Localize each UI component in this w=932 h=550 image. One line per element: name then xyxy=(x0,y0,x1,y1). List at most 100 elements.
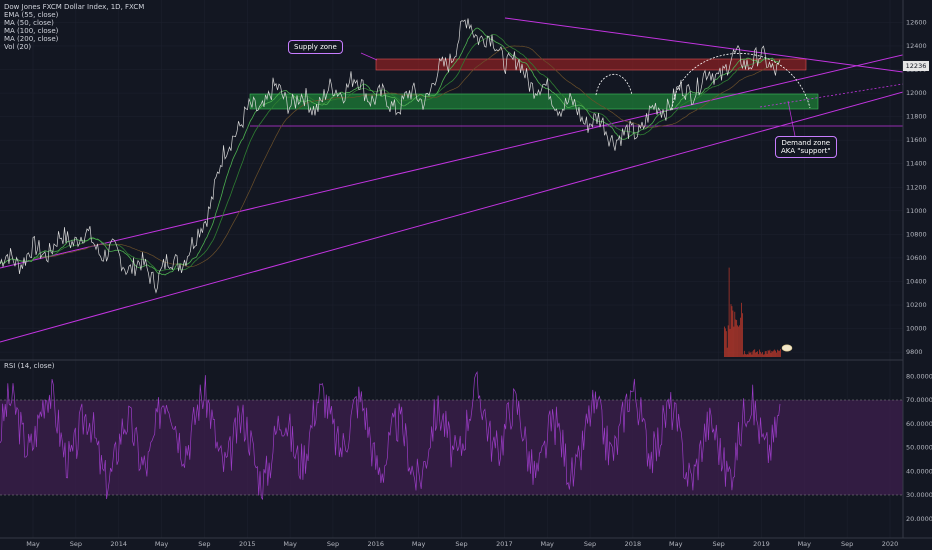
ma-200-line xyxy=(0,45,781,268)
demand-pointer xyxy=(787,100,796,137)
legend-title: Dow Jones FXCM Dollar Index, 1D, FXCM xyxy=(4,3,145,11)
arc-small xyxy=(595,73,633,96)
price-axis[interactable]: 9800 10000 10200 10400 10600 10800 11000 11200 1… xyxy=(906,18,927,356)
volume-bar xyxy=(759,349,760,357)
time-tick: Sep xyxy=(841,540,853,548)
time-tick: May xyxy=(283,540,297,548)
volume-bar xyxy=(756,351,757,357)
volume-bar xyxy=(745,354,747,357)
volume-bar xyxy=(754,349,756,357)
volume-bar xyxy=(725,331,727,357)
volume-bars xyxy=(724,267,781,357)
price-tick: 10000 xyxy=(906,325,927,333)
volume-bar xyxy=(762,352,763,357)
rsi-axis[interactable]: 80.0000 70.0000 60.0000 50.0000 40.0000 30.00… xyxy=(906,372,932,523)
volume-bar xyxy=(757,351,758,357)
price-tick: 11000 xyxy=(906,207,927,215)
volume-bar xyxy=(738,326,739,357)
volume-bar xyxy=(731,306,733,357)
volume-bar xyxy=(727,325,729,357)
volume-bar xyxy=(734,311,736,357)
top-resistance-line xyxy=(504,17,903,73)
dotted-projection-line xyxy=(759,83,903,108)
time-tick: May xyxy=(669,540,683,548)
volume-bar xyxy=(772,351,774,357)
supply-zone xyxy=(375,58,807,71)
volume-bar xyxy=(765,351,767,357)
time-tick: May xyxy=(540,540,554,548)
legend-ma50: MA (50, close) xyxy=(4,19,54,27)
time-tick: May xyxy=(155,540,169,548)
time-tick: 2019 xyxy=(753,540,770,548)
volume-bar xyxy=(751,354,753,357)
volume-bar xyxy=(762,354,764,357)
time-tick: 2020 xyxy=(882,540,899,548)
legend-ma200: MA (200, close) xyxy=(4,35,59,43)
volume-bar xyxy=(768,350,770,357)
arc-large xyxy=(671,53,811,111)
volume-bar xyxy=(767,350,769,357)
volume-bar xyxy=(728,267,730,357)
volume-cursor-icon xyxy=(781,344,793,352)
price-tick: 11800 xyxy=(906,113,927,121)
price-tick: 12000 xyxy=(906,89,927,97)
price-tick: 10600 xyxy=(906,254,927,262)
rsi-tick: 30.0000 xyxy=(906,491,932,499)
rsi-tick: 80.0000 xyxy=(906,372,932,380)
volume-bar xyxy=(729,328,731,357)
volume-bar xyxy=(753,349,755,357)
time-tick: 2015 xyxy=(239,540,256,548)
time-tick: Sep xyxy=(327,540,339,548)
time-tick: May xyxy=(412,540,426,548)
volume-bar xyxy=(733,326,735,357)
volume-bar xyxy=(752,351,754,357)
volume-bar xyxy=(780,349,781,357)
price-tick: 10200 xyxy=(906,301,927,309)
volume-bar xyxy=(726,347,728,357)
volume-bar xyxy=(736,320,738,357)
demand-zone-line1: Demand zone xyxy=(781,139,831,147)
demand-zone-line2: AKA "support" xyxy=(781,147,831,155)
price-tick: 10800 xyxy=(906,230,927,238)
legend-vol: Vol (20) xyxy=(4,43,32,51)
rsi-tick: 60.0000 xyxy=(906,420,932,428)
volume-bar xyxy=(730,304,732,357)
legend-ma100: MA (100, close) xyxy=(4,27,59,35)
rsi-tick: 40.0000 xyxy=(906,467,932,475)
time-axis[interactable]: May Sep 2014 May Sep 2015 May Sep 2016 May Sep 2017… xyxy=(26,540,898,548)
volume-bar xyxy=(763,354,765,357)
demand-zone-label: Demand zone AKA "support" xyxy=(775,136,837,158)
volume-bar xyxy=(732,310,734,357)
time-tick: May xyxy=(26,540,40,548)
volume-bar xyxy=(748,351,750,357)
upper-trendline xyxy=(0,54,903,269)
volume-bar xyxy=(749,353,751,357)
volume-bar xyxy=(742,313,743,357)
ema-55-line xyxy=(0,27,781,276)
time-tick: Sep xyxy=(584,540,596,548)
volume-bar xyxy=(735,319,737,357)
volume-bar xyxy=(775,350,776,357)
rsi-band xyxy=(0,400,903,495)
time-tick: May xyxy=(798,540,812,548)
rsi-tick: 50.0000 xyxy=(906,444,932,452)
time-tick: 2017 xyxy=(496,540,513,548)
time-tick: Sep xyxy=(198,540,210,548)
volume-bar xyxy=(739,325,740,357)
rsi-tick: 70.0000 xyxy=(906,396,932,404)
price-line xyxy=(0,18,781,294)
volume-bar xyxy=(744,353,746,357)
volume-bar xyxy=(724,328,726,357)
price-tick: 9800 xyxy=(906,348,923,356)
volume-bar xyxy=(747,354,749,357)
lower-trendline xyxy=(0,91,903,343)
volume-bar xyxy=(773,350,775,357)
time-tick: Sep xyxy=(70,540,82,548)
volume-bar xyxy=(776,352,777,357)
rsi-title: RSI (14, close) xyxy=(4,362,55,370)
volume-bar xyxy=(769,349,771,357)
volume-bar xyxy=(737,325,738,357)
volume-bar xyxy=(743,350,745,357)
volume-bar xyxy=(777,349,778,357)
